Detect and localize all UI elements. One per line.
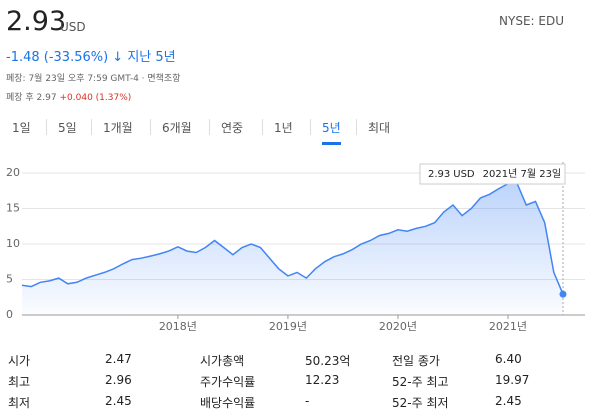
y-tick-label: 15 — [6, 202, 20, 215]
y-tick-label: 20 — [6, 166, 20, 179]
area — [22, 183, 563, 315]
change-value: -1.48 (-33.56%) — [6, 50, 109, 65]
x-tick-label: 2019년 — [269, 320, 307, 333]
stat-value: 2.96 — [105, 373, 132, 387]
y-tick-label: 5 — [6, 273, 13, 286]
stat-label: 배당수익률 — [200, 396, 256, 410]
price-line — [21, 182, 564, 295]
price: 2.93 — [6, 6, 67, 37]
x-tick-label: 2020년 — [379, 320, 417, 333]
tab[interactable]: 1년 — [274, 121, 293, 135]
stat-label: 전일 종가 — [392, 354, 440, 368]
tab[interactable]: 5년 — [322, 117, 341, 145]
tooltip-date: 2021년 7월 23일 — [483, 168, 562, 180]
stat-label: 최저 — [8, 396, 31, 410]
tab[interactable]: 연중 — [221, 121, 244, 135]
tab-separator — [46, 119, 47, 135]
exchange: NYSE: EDU — [499, 14, 564, 28]
after-hours-label: 폐장 후 2.97 — [6, 93, 57, 103]
stat-value: 50.23억 — [305, 354, 351, 368]
tooltip-price: 2.93 — [428, 169, 450, 180]
stat-value: 12.23 — [305, 373, 340, 387]
tab[interactable]: 최대 — [368, 121, 391, 135]
chart: 0 5 10 15 20 2018년 2019년 2020년 2021년 2.93 USD 2021년… — [6, 162, 585, 333]
tab[interactable]: 1일 — [12, 121, 31, 135]
tab[interactable]: 6개월 — [162, 121, 192, 135]
stat-label: 시가 — [8, 354, 31, 368]
stat-value: - — [305, 394, 310, 408]
tooltip-text: 2.93 USD 2021년 7월 23일 — [428, 168, 561, 180]
tab-separator — [310, 119, 311, 135]
tooltip: 2.93 USD 2021년 7월 23일 — [419, 163, 566, 185]
currency: USD — [60, 20, 86, 34]
after-hours: 폐장 후 2.97 +0.040 (1.37%) — [6, 90, 131, 103]
stat-label: 시가총액 — [200, 354, 245, 368]
x-tick-label: 2018년 — [159, 320, 197, 333]
tooltip-box — [419, 163, 566, 185]
tab-separator — [262, 119, 263, 135]
close-note: 폐장: 7월 23일 오후 7:59 GMT-4 · 면책조항 — [6, 74, 181, 84]
tab-separator — [91, 119, 92, 135]
tab-separator — [209, 119, 210, 135]
stat-label: 52-주 최고 — [392, 375, 449, 389]
tab-separator — [356, 119, 357, 135]
y-tick-label: 10 — [6, 237, 20, 250]
tab[interactable]: 1개월 — [103, 121, 133, 135]
tab-separator — [150, 119, 151, 135]
change: -1.48 (-33.56%) ↓ 지난 5년 — [6, 50, 176, 65]
stat-value: 6.40 — [495, 352, 522, 366]
tooltip-currency: USD — [453, 169, 475, 180]
stat-value: 2.45 — [105, 394, 132, 408]
stat-value: 2.47 — [105, 352, 132, 366]
y-tick-label: 0 — [6, 308, 13, 321]
after-hours-change: +0.040 (1.37%) — [59, 93, 132, 103]
stat-label: 52-주 최저 — [392, 396, 449, 410]
tab[interactable]: 5일 — [58, 121, 77, 135]
stat-value: 2.45 — [495, 394, 522, 408]
stat-label: 주가수익률 — [200, 375, 256, 389]
stat-value: 19.97 — [495, 373, 530, 387]
stat-label: 최고 — [8, 375, 31, 389]
x-tick-label: 2021년 — [489, 320, 527, 333]
end-point — [559, 290, 567, 298]
period: 지난 5년 — [127, 50, 176, 65]
